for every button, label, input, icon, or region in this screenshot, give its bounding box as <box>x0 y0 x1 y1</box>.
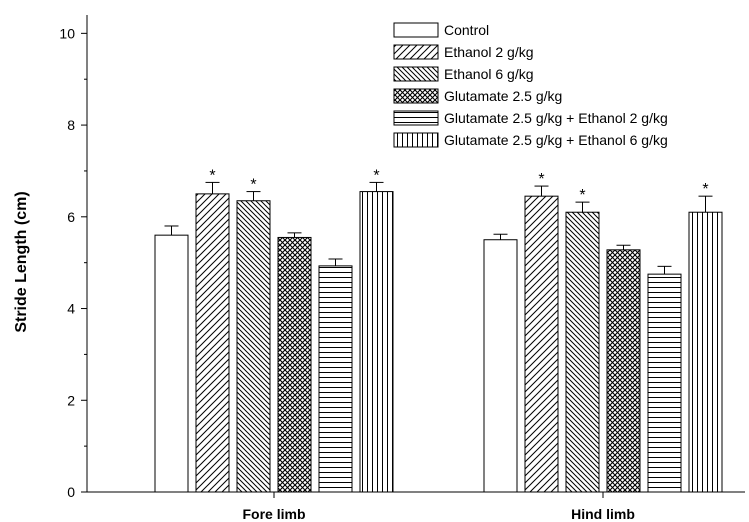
bar <box>195 193 230 493</box>
x-category-label: Fore limb <box>242 506 305 522</box>
significance-star: * <box>538 171 544 188</box>
significance-star: * <box>579 187 585 204</box>
bar <box>154 234 189 493</box>
bar <box>277 236 312 493</box>
y-tick-label: 8 <box>67 117 75 133</box>
significance-star: * <box>250 177 256 194</box>
bar <box>606 249 641 493</box>
legend-swatch <box>393 88 439 104</box>
legend-swatch <box>393 66 439 82</box>
legend-label: Ethanol 6 g/kg <box>444 66 534 82</box>
legend-swatch <box>393 132 439 148</box>
legend: Control Ethanol 2 g/kg Ethanol 6 g/kg Gluta… <box>393 22 668 148</box>
bar <box>647 273 682 493</box>
legend-label: Control <box>444 22 489 38</box>
bar <box>318 265 353 493</box>
legend-swatch <box>393 44 439 60</box>
bar <box>483 239 518 493</box>
bar <box>688 211 723 493</box>
x-category-label: Hind limb <box>571 506 635 522</box>
significance-star: * <box>702 181 708 198</box>
bars-group: * * * * * * <box>154 167 723 493</box>
y-axis-title: Stride Length (cm) <box>13 191 30 332</box>
legend-label: Glutamate 2.5 g/kg + Ethanol 6 g/kg <box>444 132 668 148</box>
legend-label: Glutamate 2.5 g/kg <box>444 88 562 104</box>
y-tick-label: 0 <box>67 484 75 500</box>
legend-swatch <box>393 110 439 126</box>
legend-label: Ethanol 2 g/kg <box>444 44 534 60</box>
bar <box>359 191 394 493</box>
y-tick-label: 10 <box>59 25 75 41</box>
bar <box>236 200 271 493</box>
bar <box>524 195 559 493</box>
significance-star: * <box>209 167 215 184</box>
y-tick-label: 4 <box>67 301 75 317</box>
legend-swatch <box>393 22 439 38</box>
y-tick-label: 2 <box>67 392 75 408</box>
significance-star: * <box>373 167 379 184</box>
bar <box>565 211 600 493</box>
legend-label: Glutamate 2.5 g/kg + Ethanol 2 g/kg <box>444 110 668 126</box>
y-tick-label: 6 <box>67 209 75 225</box>
